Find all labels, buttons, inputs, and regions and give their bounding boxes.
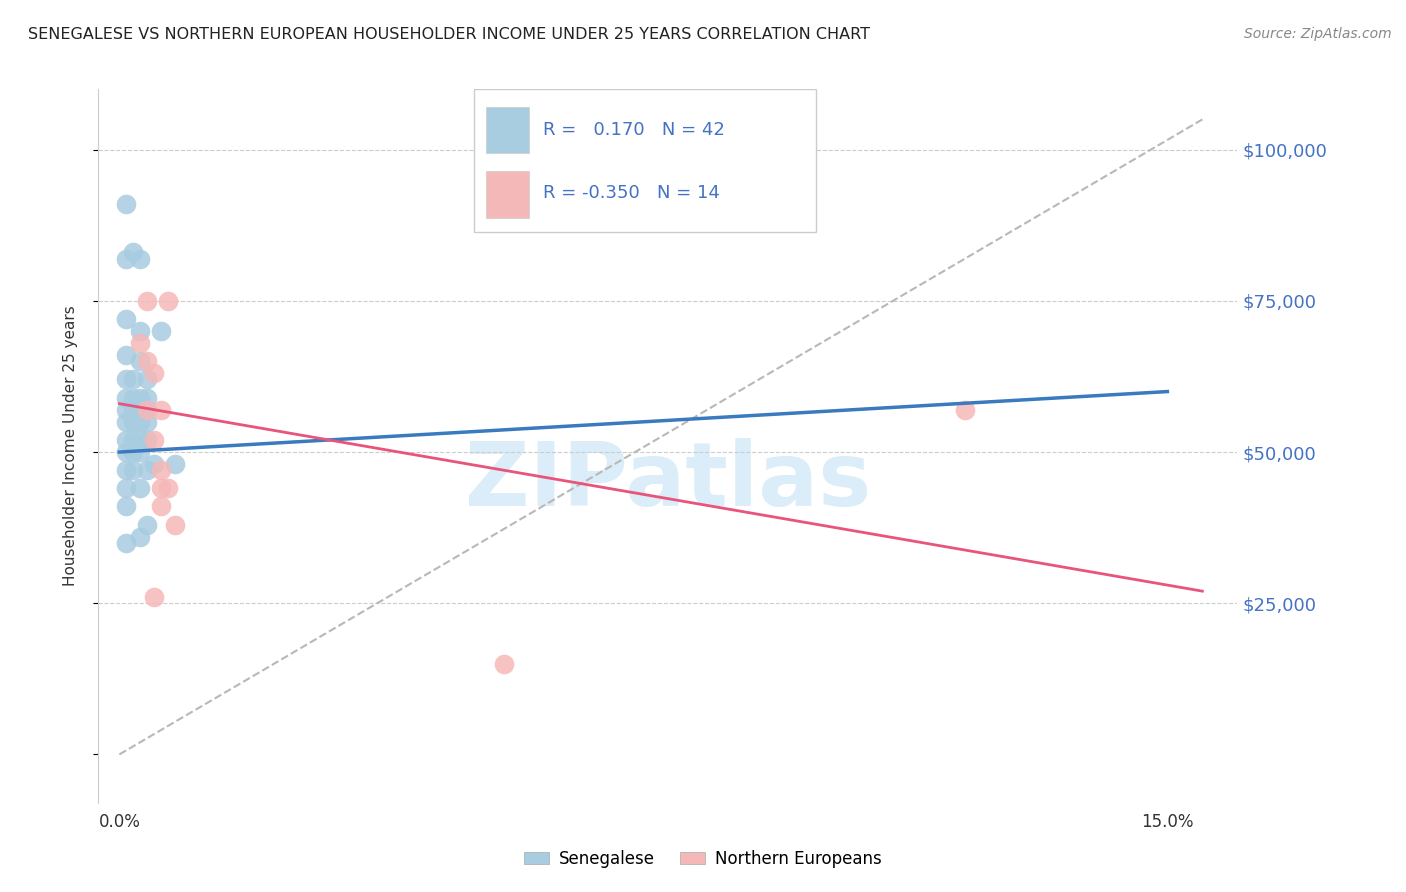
FancyBboxPatch shape bbox=[474, 89, 815, 232]
Point bbox=[492, 657, 515, 671]
Point bbox=[150, 402, 173, 417]
Point bbox=[122, 391, 145, 405]
Point bbox=[129, 391, 152, 405]
Point bbox=[115, 445, 138, 459]
Point bbox=[129, 354, 152, 368]
Text: ZIPatlas: ZIPatlas bbox=[465, 438, 870, 525]
Point bbox=[122, 433, 145, 447]
Point bbox=[157, 293, 180, 308]
Point bbox=[115, 535, 138, 549]
Point bbox=[136, 517, 159, 532]
Point bbox=[165, 517, 187, 532]
Point bbox=[143, 590, 166, 604]
Point bbox=[129, 324, 152, 338]
Point bbox=[150, 463, 173, 477]
FancyBboxPatch shape bbox=[485, 171, 529, 218]
Point bbox=[953, 402, 976, 417]
Point bbox=[122, 445, 145, 459]
Text: Source: ZipAtlas.com: Source: ZipAtlas.com bbox=[1244, 27, 1392, 41]
Point bbox=[136, 433, 159, 447]
Point bbox=[129, 252, 152, 266]
Point bbox=[136, 463, 159, 477]
Point bbox=[136, 402, 159, 417]
Text: SENEGALESE VS NORTHERN EUROPEAN HOUSEHOLDER INCOME UNDER 25 YEARS CORRELATION CH: SENEGALESE VS NORTHERN EUROPEAN HOUSEHOL… bbox=[28, 27, 870, 42]
Y-axis label: Householder Income Under 25 years: Householder Income Under 25 years bbox=[63, 306, 77, 586]
Point bbox=[115, 481, 138, 495]
Point bbox=[136, 354, 159, 368]
FancyBboxPatch shape bbox=[485, 107, 529, 153]
Point bbox=[115, 348, 138, 362]
Point bbox=[129, 402, 152, 417]
Point bbox=[143, 457, 166, 471]
Point bbox=[115, 500, 138, 514]
Legend: Senegalese, Northern Europeans: Senegalese, Northern Europeans bbox=[517, 844, 889, 875]
Point bbox=[115, 197, 138, 211]
Point bbox=[157, 481, 180, 495]
Point bbox=[129, 415, 152, 429]
Point bbox=[115, 252, 138, 266]
Point bbox=[136, 372, 159, 386]
Point bbox=[136, 391, 159, 405]
Point bbox=[129, 336, 152, 351]
Point bbox=[115, 312, 138, 326]
Point bbox=[115, 415, 138, 429]
Point bbox=[143, 367, 166, 381]
Point bbox=[115, 463, 138, 477]
Point bbox=[115, 402, 138, 417]
Point bbox=[122, 402, 145, 417]
Point bbox=[150, 324, 173, 338]
Point bbox=[136, 402, 159, 417]
Point bbox=[150, 481, 173, 495]
Point bbox=[150, 500, 173, 514]
Point bbox=[165, 457, 187, 471]
Point bbox=[129, 481, 152, 495]
Point bbox=[115, 433, 138, 447]
Point bbox=[129, 445, 152, 459]
Text: R = -0.350   N = 14: R = -0.350 N = 14 bbox=[543, 184, 720, 202]
Point bbox=[129, 530, 152, 544]
Point bbox=[122, 463, 145, 477]
Point bbox=[115, 391, 138, 405]
Point bbox=[115, 372, 138, 386]
Point bbox=[136, 293, 159, 308]
Point bbox=[129, 433, 152, 447]
Text: R =   0.170   N = 42: R = 0.170 N = 42 bbox=[543, 121, 724, 139]
Point bbox=[122, 415, 145, 429]
Point bbox=[143, 433, 166, 447]
Point bbox=[122, 245, 145, 260]
Point bbox=[136, 415, 159, 429]
Point bbox=[122, 372, 145, 386]
